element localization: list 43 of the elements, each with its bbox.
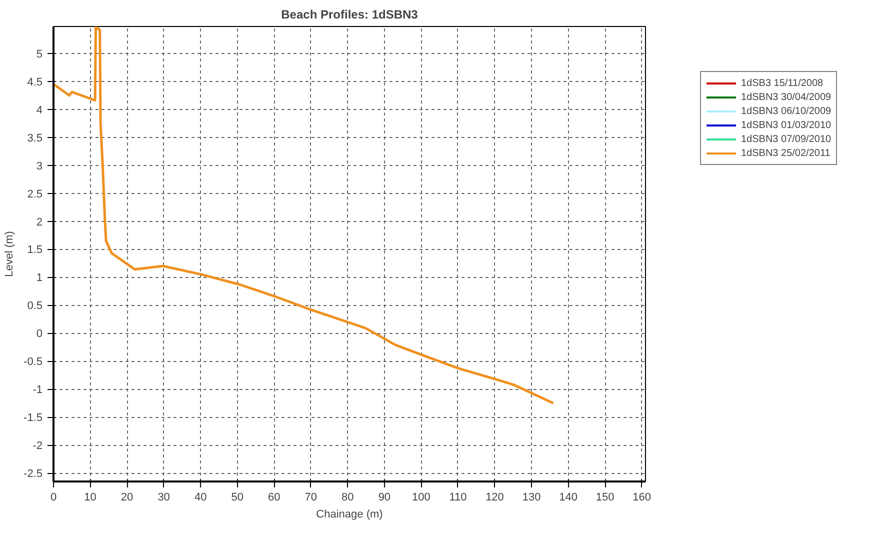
x-tick-label: 110 [449, 492, 467, 504]
y-tick-label: 1.5 [27, 244, 43, 256]
y-tick-label: -0.5 [24, 356, 43, 368]
x-tick-label: 120 [486, 492, 504, 504]
x-tick-label: 90 [378, 492, 391, 504]
y-tick-label: 1 [36, 272, 43, 284]
x-tick-label: 100 [412, 492, 430, 504]
x-tick-label: 160 [632, 492, 652, 504]
x-tick-label: 50 [231, 492, 244, 504]
y-tick-label: 2 [36, 216, 43, 228]
y-tick-label: 4 [36, 104, 43, 116]
y-tick-label: 3 [36, 160, 43, 172]
legend-label: 1dSBN3 06/10/2009 [741, 105, 832, 117]
legend-label: 1dSBN3 30/04/2009 [741, 91, 832, 103]
chart-title: Beach Profiles: 1dSBN3 [281, 8, 418, 22]
line-series [54, 26, 554, 404]
y-tick-label: -2 [32, 440, 42, 452]
legend-label: 1dSBN3 07/09/2010 [741, 133, 832, 145]
x-tick-label: 150 [596, 492, 614, 504]
x-tick-label: 60 [268, 492, 280, 504]
x-tick-label: 70 [304, 492, 318, 504]
y-tick-label: 5 [36, 48, 43, 60]
x-tick-label: 10 [84, 492, 96, 504]
y-tick-label: -1 [32, 384, 42, 396]
x-tick-label: 130 [522, 492, 541, 504]
x-tick-label: 30 [158, 492, 170, 504]
legend-label: 1dSB3 15/11/2008 [741, 77, 824, 89]
x-axis-title: Chainage (m) [316, 508, 383, 520]
y-axis-title: Level (m) [4, 231, 16, 277]
y-tick-label: 4.5 [27, 76, 43, 88]
y-tick-label: 0 [36, 328, 43, 340]
y-tick-label: 0.5 [27, 300, 43, 312]
y-tick-label: 2.5 [27, 188, 43, 200]
y-tick-label: 3.5 [27, 132, 43, 144]
x-tick-label: 20 [120, 492, 134, 504]
legend-label: 1dSBN3 25/02/2011 [741, 147, 830, 159]
x-tick-label: 0 [50, 492, 57, 504]
legend-label: 1dSBN3 01/03/2010 [741, 119, 832, 131]
y-tick-label: -2.5 [24, 468, 43, 480]
y-tick-label: -1.5 [24, 412, 43, 424]
x-tick-label: 40 [194, 492, 207, 504]
x-tick-label: 80 [342, 492, 354, 504]
x-tick-label: 140 [559, 492, 578, 504]
